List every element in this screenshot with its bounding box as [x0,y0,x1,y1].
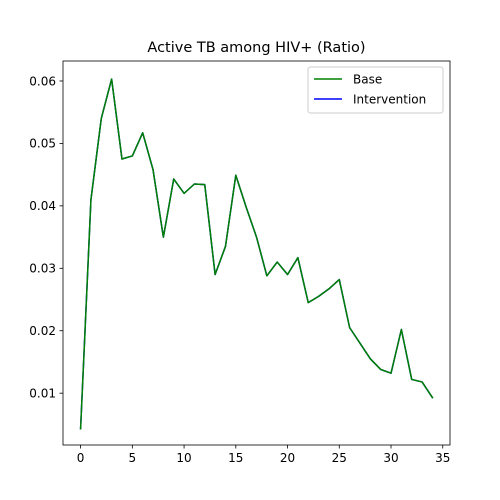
x-tick-label: 30 [383,451,398,465]
x-tick-label: 15 [228,451,243,465]
chart-title: Active TB among HIV+ (Ratio) [147,40,365,56]
y-tick-label: 0.01 [29,386,56,400]
legend-label-intervention: Intervention [353,92,426,106]
x-tick-label: 20 [280,451,295,465]
y-tick-label: 0.05 [29,137,56,151]
y-tick-label: 0.02 [29,324,56,338]
x-tick-label: 25 [332,451,347,465]
x-tick-label: 10 [176,451,191,465]
x-tick-label: 0 [77,451,85,465]
y-tick-label: 0.03 [29,262,56,276]
legend: Base Intervention [308,67,443,113]
legend-label-base: Base [353,72,382,86]
y-tick-label: 0.04 [29,199,56,213]
y-tick-label: 0.06 [29,74,56,88]
x-tick-label: 35 [435,451,450,465]
x-tick-label: 5 [129,451,137,465]
